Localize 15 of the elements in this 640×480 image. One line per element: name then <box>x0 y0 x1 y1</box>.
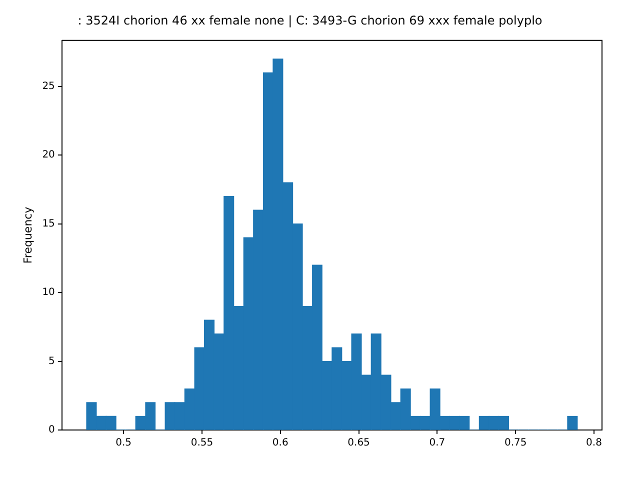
x-tick-label: 0.65 <box>348 438 370 449</box>
x-tick-label: 0.55 <box>190 438 214 449</box>
y-tick-label: 20 <box>42 150 55 161</box>
y-tick-label: 15 <box>42 218 55 230</box>
x-tick-label: 0.7 <box>429 438 446 449</box>
y-tick-label: 0 <box>48 424 55 436</box>
x-tick-label: 0.75 <box>504 438 527 449</box>
y-tick-label: 25 <box>42 81 55 92</box>
x-tick-label: 0.5 <box>116 438 132 449</box>
x-tick-label: 0.6 <box>272 438 288 449</box>
chart-title: : 3524I chorion 46 xx female none | C: 3493-G chorion 69 xxx female polyplo <box>78 13 542 28</box>
x-tick-label: 0.8 <box>586 438 602 449</box>
y-axis-title: Frequency <box>21 206 34 264</box>
y-tick-label: 10 <box>42 287 55 298</box>
y-tick-label: 5 <box>48 356 55 367</box>
